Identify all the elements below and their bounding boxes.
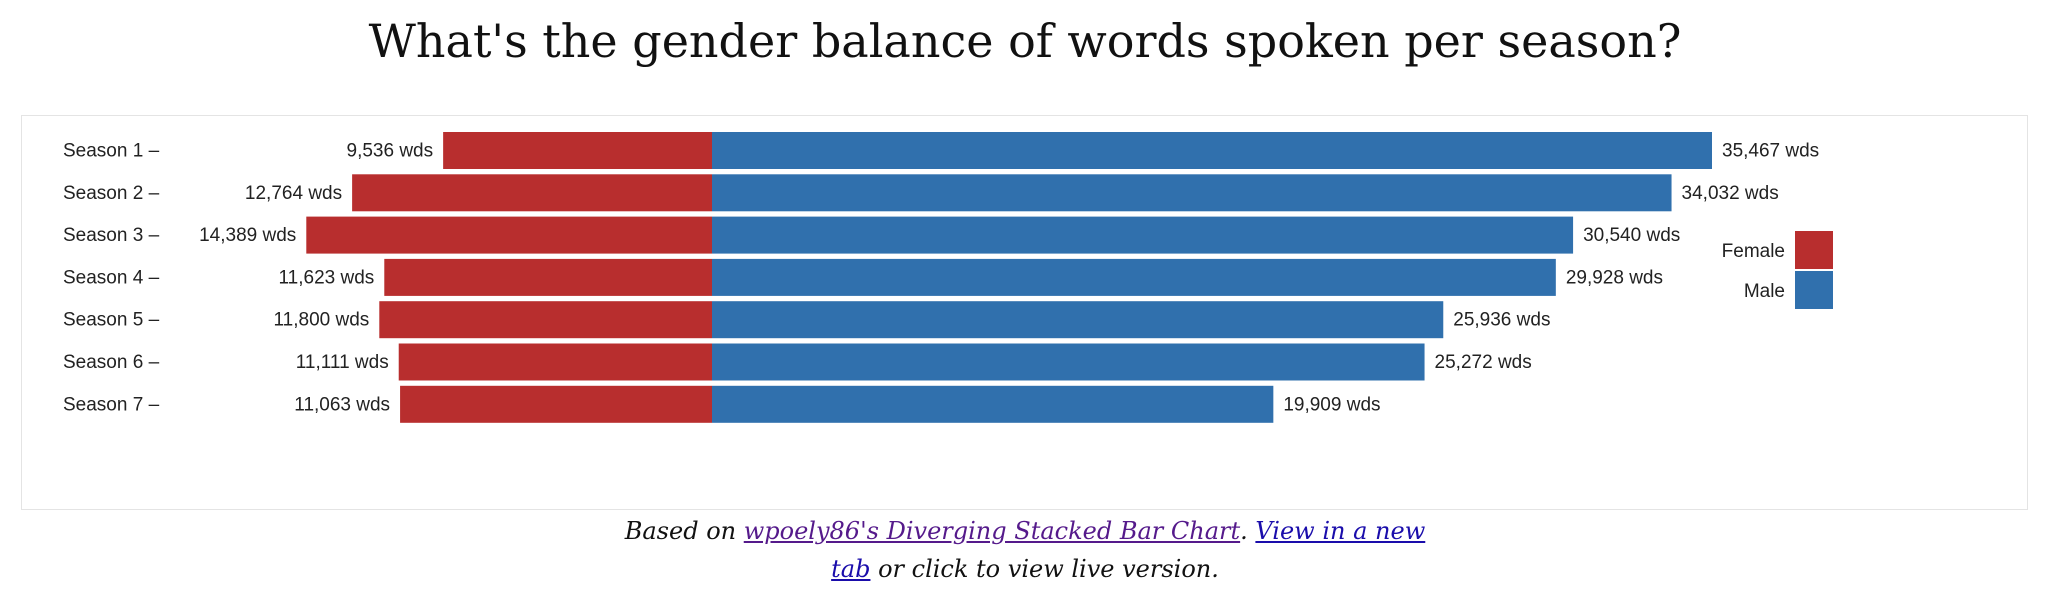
category-label: Season 1 –: [63, 141, 160, 162]
chart-title: What's the gender balance of words spoke…: [368, 14, 1682, 68]
male-bar: [712, 258, 1556, 296]
female-value-label: 14,389 wds: [199, 225, 296, 246]
female-bar: [443, 132, 712, 169]
category-label: Season 7 –: [63, 394, 160, 415]
female-value-label: 9,536 wds: [347, 141, 434, 162]
male-value-label: 25,272 wds: [1435, 352, 1532, 373]
category-label: Season 6 –: [63, 352, 160, 373]
male-bar: [712, 132, 1712, 169]
female-bar: [306, 216, 712, 254]
male-bar: [712, 301, 1444, 339]
female-bar: [398, 343, 712, 381]
caption-middle: .: [1240, 517, 1256, 545]
female-value-label: 11,111 wds: [296, 352, 389, 373]
male-value-label: 34,032 wds: [1682, 183, 1779, 204]
female-value-label: 12,764 wds: [245, 183, 342, 204]
female-bar: [400, 385, 712, 423]
caption-suffix: or click to view live version.: [870, 555, 1219, 583]
chart-caption: Based on wpoely86's Diverging Stacked Ba…: [600, 512, 1450, 588]
male-bar: [712, 216, 1574, 254]
male-value-label: 35,467 wds: [1722, 141, 1819, 162]
female-value-label: 11,063 wds: [294, 394, 390, 415]
female-value-label: 11,800 wds: [274, 310, 370, 331]
caption-prefix: Based on: [624, 517, 744, 545]
male-value-label: 29,928 wds: [1566, 267, 1663, 288]
view-new-tab-link[interactable]: View in a new: [1255, 517, 1426, 545]
male-value-label: 30,540 wds: [1583, 225, 1680, 246]
source-chart-link[interactable]: wpoely86's Diverging Stacked Bar Chart: [743, 517, 1241, 545]
category-label: Season 3 –: [63, 225, 160, 246]
female-bar: [384, 258, 712, 296]
legend-swatch: [1795, 231, 1833, 269]
female-bar: [352, 174, 712, 212]
category-label: Season 2 –: [63, 183, 160, 204]
legend-swatch: [1795, 271, 1833, 309]
female-value-label: 11,623 wds: [279, 267, 375, 288]
male-bar: [712, 174, 1672, 212]
male-bar: [712, 343, 1425, 381]
view-new-tab-link-cont[interactable]: tab: [831, 555, 871, 583]
category-label: Season 4 –: [63, 267, 160, 288]
legend-label: Male: [1744, 281, 1785, 302]
male-bar: [712, 385, 1274, 423]
legend-label: Female: [1722, 241, 1785, 262]
category-label: Season 5 –: [63, 310, 160, 331]
male-value-label: 19,909 wds: [1283, 394, 1380, 415]
male-value-label: 25,936 wds: [1453, 310, 1550, 331]
chart-area[interactable]: [21, 115, 2028, 510]
female-bar: [379, 301, 712, 339]
